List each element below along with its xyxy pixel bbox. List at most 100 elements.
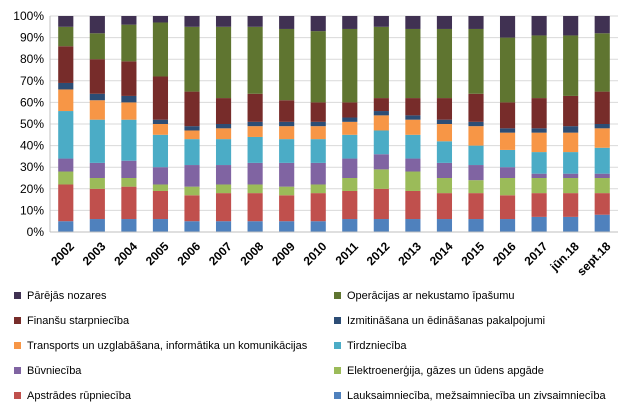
legend-item-elektroenergija-gazes-un-udens-apgade: Elektroenerģija, gāzes un ūdens apgāde xyxy=(334,364,544,377)
legend-swatch xyxy=(334,392,341,399)
bar-segment-elektroenergija-gazes-un-udens-apgade xyxy=(247,184,263,194)
bar-segment-operacijas-ar-nekustamo-ipasumu xyxy=(58,26,74,47)
bar-segment-transports-un-uzglabasana-informatika-un-komunikacijas xyxy=(152,124,169,135)
bar-segment-apstrades-rupnieciba xyxy=(436,193,453,220)
bar-segment-finansu-starpnieciba xyxy=(152,76,169,120)
bar-segment-izmitinasana-un-edinasanas-pakalpojumi xyxy=(468,121,484,127)
bar-segment-buvnieciba xyxy=(89,162,105,178)
legend-label: Elektroenerģija, gāzes un ūdens apgāde xyxy=(347,364,544,377)
bar-segment-tirdznieciba xyxy=(499,149,516,168)
legend-swatch xyxy=(14,292,21,299)
bar-segment-izmitinasana-un-edinasanas-pakalpojumi xyxy=(563,126,579,133)
bar-segment-finansu-starpnieciba xyxy=(342,102,358,118)
x-tick-label: 2013 xyxy=(395,239,424,268)
x-tick-label: 2011 xyxy=(333,239,362,268)
bar-segment-izmitinasana-un-edinasanas-pakalpojumi xyxy=(279,121,295,127)
bar-segment-finansu-starpnieciba xyxy=(468,93,484,122)
bar-segment-operacijas-ar-nekustamo-ipasumu xyxy=(468,28,484,94)
bar-stack-jun-18 xyxy=(563,16,579,232)
bar-segment-finansu-starpnieciba xyxy=(310,102,326,122)
legend-swatch xyxy=(14,392,21,399)
bar-segment-operacijas-ar-nekustamo-ipasumu xyxy=(594,33,610,92)
bar-stack-2010 xyxy=(310,16,326,232)
legend-item-transports-un-uzglabasana-informatika-un-komunikacijas: Transports un uzglabāšana, informātika u… xyxy=(14,340,308,352)
bar-segment-apstrades-rupnieciba xyxy=(215,193,232,222)
bar-segment-tirdznieciba xyxy=(405,134,421,159)
legend-item-apstrades-rupnieciba: Apstrādes rūpniecība xyxy=(14,390,132,402)
bar-segment-operacijas-ar-nekustamo-ipasumu xyxy=(563,35,579,96)
legend-swatch xyxy=(334,292,341,299)
bar-segment-izmitinasana-un-edinasanas-pakalpojumi xyxy=(152,119,169,124)
bar-segment-parejas-nozares xyxy=(215,16,232,27)
bar-segment-finansu-starpnieciba xyxy=(184,91,200,127)
bar-segment-tirdznieciba xyxy=(247,136,263,163)
x-tick-label: 2007 xyxy=(206,239,235,268)
bar-segment-buvnieciba xyxy=(373,154,389,170)
bar-stack-2015 xyxy=(468,16,484,232)
bar-segment-elektroenergija-gazes-un-udens-apgade xyxy=(121,178,137,187)
legend-label: Būvniecība xyxy=(27,365,82,377)
legend-item-finansu-starpnieciba: Finanšu starpniecība xyxy=(14,315,130,327)
bar-segment-lauksaimnieciba-mezsaimnieciba-un-zivsaimnieciba xyxy=(499,219,516,232)
y-tick-labels: 0% 10% 20% 30% 40% 50% 60% 70% 80% 90% 100% xyxy=(13,9,44,239)
bar-segment-elektroenergija-gazes-un-udens-apgade xyxy=(594,178,610,194)
bar-stack-2002 xyxy=(58,16,74,232)
bar-segment-apstrades-rupnieciba xyxy=(310,193,326,222)
bar-segment-transports-un-uzglabasana-informatika-un-komunikacijas xyxy=(405,119,421,135)
bar-segment-tirdznieciba xyxy=(468,145,484,166)
x-tick-label: 2012 xyxy=(364,239,393,268)
legend-item-tirdznieciba: Tirdzniecība xyxy=(334,340,407,352)
bar-segment-operacijas-ar-nekustamo-ipasumu xyxy=(184,26,200,92)
legend-label: Transports un uzglabāšana, informātika u… xyxy=(27,340,308,352)
bar-segment-operacijas-ar-nekustamo-ipasumu xyxy=(499,37,516,103)
bar-stack-sept-18 xyxy=(594,16,610,232)
bar-segment-operacijas-ar-nekustamo-ipasumu xyxy=(121,24,137,62)
bar-segment-parejas-nozares xyxy=(594,16,610,34)
bar-segment-parejas-nozares xyxy=(436,16,453,29)
bar-stack-2007 xyxy=(215,16,232,232)
bars xyxy=(58,16,610,232)
bar-segment-apstrades-rupnieciba xyxy=(468,193,484,220)
legend-label: Finanšu starpniecība xyxy=(27,315,130,327)
bar-segment-parejas-nozares xyxy=(310,16,326,32)
x-tick-labels: 2002 2003 2004 2005 2006 2007 2008 2009 2010 2011… xyxy=(48,239,613,278)
bar-segment-apstrades-rupnieciba xyxy=(373,188,389,220)
bar-segment-elektroenergija-gazes-un-udens-apgade xyxy=(184,186,200,196)
legend-swatch xyxy=(334,317,341,324)
bar-segment-transports-un-uzglabasana-informatika-un-komunikacijas xyxy=(89,100,105,120)
y-tick-label: 0% xyxy=(27,225,45,239)
bar-segment-transports-un-uzglabasana-informatika-un-komunikacijas xyxy=(594,128,610,148)
bar-segment-lauksaimnieciba-mezsaimnieciba-un-zivsaimnieciba xyxy=(184,221,200,232)
legend-label: Operācijas ar nekustamo īpašumu xyxy=(347,290,515,302)
bar-segment-lauksaimnieciba-mezsaimnieciba-un-zivsaimnieciba xyxy=(563,216,579,232)
bar-segment-apstrades-rupnieciba xyxy=(594,193,610,215)
bar-segment-tirdznieciba xyxy=(89,119,105,163)
bar-segment-izmitinasana-un-edinasanas-pakalpojumi xyxy=(436,119,453,124)
bar-stack-2012 xyxy=(373,16,389,232)
legend-label: Lauksaimniecība, mežsaimniecība un zivsa… xyxy=(347,390,607,402)
bar-segment-operacijas-ar-nekustamo-ipasumu xyxy=(436,28,453,99)
gridlines xyxy=(50,15,618,211)
bar-segment-operacijas-ar-nekustamo-ipasumu xyxy=(247,26,263,94)
bar-segment-izmitinasana-un-edinasanas-pakalpojumi xyxy=(58,82,74,90)
bar-segment-buvnieciba xyxy=(279,162,295,187)
bar-segment-operacijas-ar-nekustamo-ipasumu xyxy=(279,28,295,101)
bar-segment-lauksaimnieciba-mezsaimnieciba-un-zivsaimnieciba xyxy=(436,219,453,232)
bar-stack-2003 xyxy=(89,16,105,232)
bar-segment-apstrades-rupnieciba xyxy=(342,190,358,220)
bar-segment-operacijas-ar-nekustamo-ipasumu xyxy=(310,31,326,103)
y-tick-label: 20% xyxy=(20,182,44,196)
bar-segment-lauksaimnieciba-mezsaimnieciba-un-zivsaimnieciba xyxy=(405,219,421,232)
bar-segment-parejas-nozares xyxy=(563,16,579,36)
bar-segment-buvnieciba xyxy=(594,173,610,178)
bar-segment-buvnieciba xyxy=(468,165,484,181)
bar-segment-parejas-nozares xyxy=(342,16,358,29)
x-tick-label: sept.18 xyxy=(574,239,613,278)
x-tick-label: 2006 xyxy=(174,239,203,268)
bar-segment-transports-un-uzglabasana-informatika-un-komunikacijas xyxy=(468,126,484,146)
bar-segment-finansu-starpnieciba xyxy=(594,91,610,124)
bar-segment-transports-un-uzglabasana-informatika-un-komunikacijas xyxy=(215,128,232,140)
axes xyxy=(49,16,618,233)
bar-segment-izmitinasana-un-edinasanas-pakalpojumi xyxy=(531,128,547,133)
bar-segment-buvnieciba xyxy=(405,158,421,172)
